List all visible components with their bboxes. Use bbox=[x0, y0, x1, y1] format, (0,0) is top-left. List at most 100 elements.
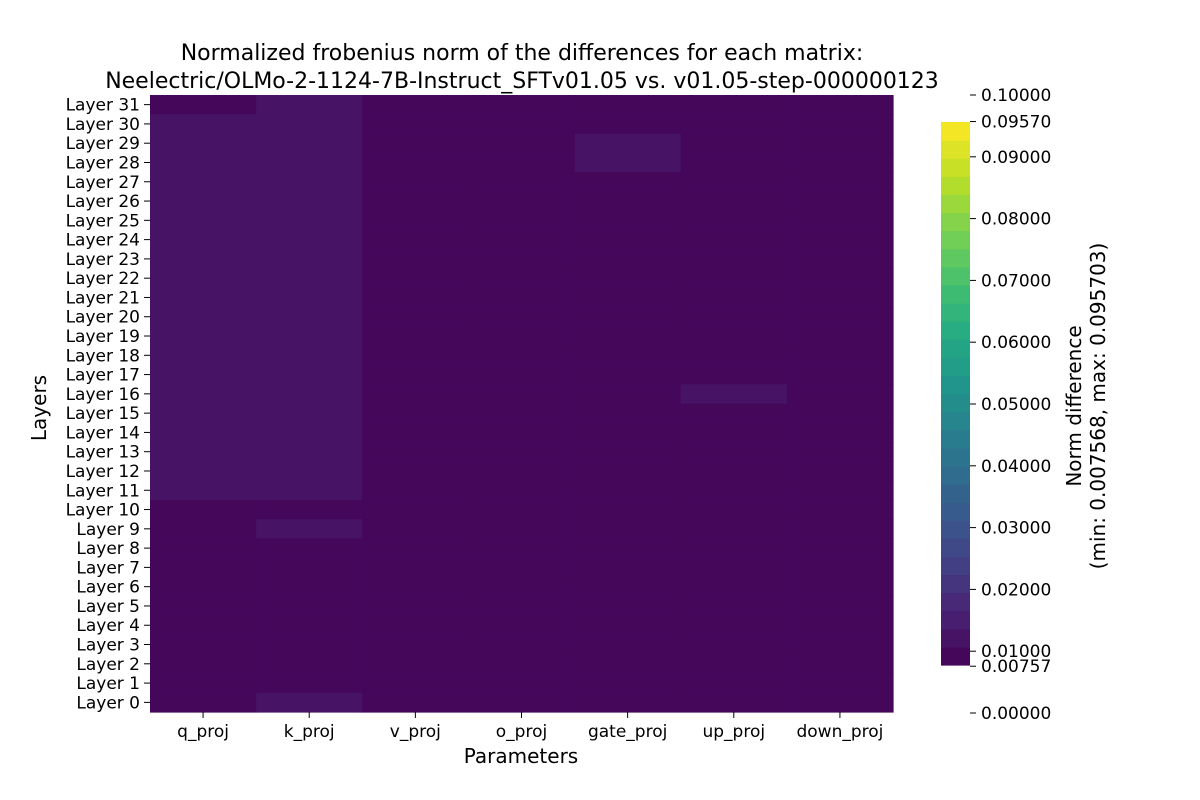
heatmap-cell bbox=[150, 654, 257, 675]
colorbar-label-line-2: (min: 0.007568, max: 0.095703) bbox=[1086, 243, 1110, 570]
heatmap-cell bbox=[574, 577, 682, 597]
heatmap-cell bbox=[362, 307, 470, 327]
y-tick-label: Layer 7 bbox=[76, 558, 140, 578]
heatmap-cell bbox=[468, 307, 576, 327]
heatmap-cell bbox=[256, 191, 363, 212]
heatmap-cell bbox=[680, 384, 788, 405]
heatmap-cell bbox=[468, 654, 576, 675]
heatmap-cell bbox=[150, 114, 257, 135]
heatmap-cell bbox=[150, 268, 257, 289]
colorbar-band bbox=[941, 628, 970, 648]
heatmap-cell bbox=[786, 692, 894, 713]
heatmap-cell bbox=[362, 538, 470, 559]
colorbar-band bbox=[941, 520, 970, 539]
heatmap-cell bbox=[786, 557, 894, 578]
x-tick-label: o_proj bbox=[496, 722, 547, 742]
heatmap-cell bbox=[680, 634, 788, 655]
heatmap-cell bbox=[680, 538, 788, 559]
heatmap-cell bbox=[150, 634, 257, 655]
heatmap-cell bbox=[150, 210, 257, 231]
colorbar-band bbox=[941, 321, 970, 340]
heatmap-cell bbox=[256, 249, 363, 270]
heatmap-cell bbox=[256, 268, 363, 289]
heatmap-cell bbox=[680, 577, 788, 597]
heatmap-cell bbox=[256, 403, 363, 424]
heatmap-cell bbox=[256, 152, 363, 173]
x-tick-label: v_proj bbox=[390, 722, 441, 742]
heatmap-cell bbox=[468, 615, 576, 636]
heatmap-cell bbox=[468, 422, 576, 443]
y-tick-label: Layer 15 bbox=[66, 404, 140, 424]
y-tick-label: Layer 27 bbox=[66, 173, 140, 193]
colorbar-band bbox=[941, 484, 970, 503]
y-tick-label: Layer 28 bbox=[66, 153, 140, 173]
heatmap-cell bbox=[362, 480, 470, 501]
heatmap-cell bbox=[786, 268, 894, 289]
heatmap-cell bbox=[786, 442, 894, 462]
heatmap-cell bbox=[362, 268, 470, 289]
heatmap-cell bbox=[468, 364, 576, 385]
heatmap-cell bbox=[150, 307, 257, 327]
heatmap-cell bbox=[574, 95, 682, 115]
heatmap-cell bbox=[574, 442, 682, 462]
heatmap-cell bbox=[362, 210, 470, 231]
heatmap-cell bbox=[362, 114, 470, 135]
heatmap-cell bbox=[362, 634, 470, 655]
colorbar-band bbox=[941, 158, 970, 177]
colorbar-band bbox=[941, 538, 970, 557]
heatmap-cell bbox=[574, 249, 682, 270]
heatmap-cell bbox=[786, 384, 894, 405]
colorbar-tick-label: 0.07000 bbox=[981, 271, 1051, 291]
heatmap-cell bbox=[362, 287, 470, 308]
heatmap-cell bbox=[150, 152, 257, 173]
heatmap-cell bbox=[786, 95, 894, 115]
y-tick-label: Layer 10 bbox=[66, 501, 140, 521]
colorbar-tick-label: 0.05000 bbox=[981, 395, 1051, 415]
y-tick-label: Layer 24 bbox=[66, 231, 140, 251]
heatmap-cell bbox=[680, 442, 788, 462]
heatmap-cell bbox=[468, 268, 576, 289]
y-tick-label: Layer 13 bbox=[66, 443, 140, 463]
colorbar-band bbox=[941, 266, 970, 286]
heatmap-cell bbox=[256, 287, 363, 308]
heatmap-cell bbox=[256, 442, 363, 462]
y-tick-label: Layer 23 bbox=[66, 250, 140, 270]
x-tick-label: q_proj bbox=[177, 722, 229, 742]
colorbar-tick-label: 0.09000 bbox=[981, 148, 1051, 168]
heatmap-cell bbox=[150, 287, 257, 308]
heatmap-cell bbox=[468, 673, 576, 694]
heatmap-cell bbox=[786, 634, 894, 655]
heatmap-cell bbox=[786, 345, 894, 366]
heatmap-cell bbox=[574, 422, 682, 443]
heatmap-cell bbox=[574, 596, 682, 617]
heatmap-cell bbox=[362, 133, 470, 154]
heatmap-cell bbox=[468, 152, 576, 173]
heatmap-cell bbox=[786, 229, 894, 250]
heatmap-cell bbox=[150, 673, 257, 694]
colorbar-band bbox=[941, 212, 970, 232]
heatmap-cell bbox=[256, 557, 363, 578]
heatmap-cell bbox=[256, 114, 363, 135]
x-axis-ticks: q_proj k_proj v_proj o_proj gate_proj up_proj… bbox=[177, 712, 883, 742]
heatmap-cell bbox=[362, 172, 470, 193]
colorbar-tick-label: 0.04000 bbox=[981, 457, 1051, 477]
colorbar-tick-label: 0.08000 bbox=[981, 210, 1051, 230]
heatmap-cell bbox=[786, 307, 894, 327]
heatmap-cell bbox=[786, 249, 894, 270]
heatmap-cell bbox=[150, 133, 257, 154]
heatmap-cell bbox=[362, 442, 470, 462]
heatmap-cell bbox=[468, 596, 576, 617]
heatmap-cell bbox=[468, 403, 576, 424]
heatmap-cell bbox=[574, 692, 682, 713]
heatmap-cell bbox=[574, 307, 682, 327]
heatmap-cell bbox=[786, 287, 894, 308]
heatmap-cell bbox=[574, 654, 682, 675]
heatmap-cell bbox=[680, 268, 788, 289]
y-tick-label: Layer 18 bbox=[66, 346, 140, 366]
colorbar-tick-label: 0.06000 bbox=[981, 333, 1051, 353]
heatmap-cell bbox=[362, 95, 470, 115]
y-tick-label: Layer 1 bbox=[76, 674, 140, 694]
heatmap-cell bbox=[574, 268, 682, 289]
heatmap-cell bbox=[362, 422, 470, 443]
heatmap-cell bbox=[362, 692, 470, 713]
